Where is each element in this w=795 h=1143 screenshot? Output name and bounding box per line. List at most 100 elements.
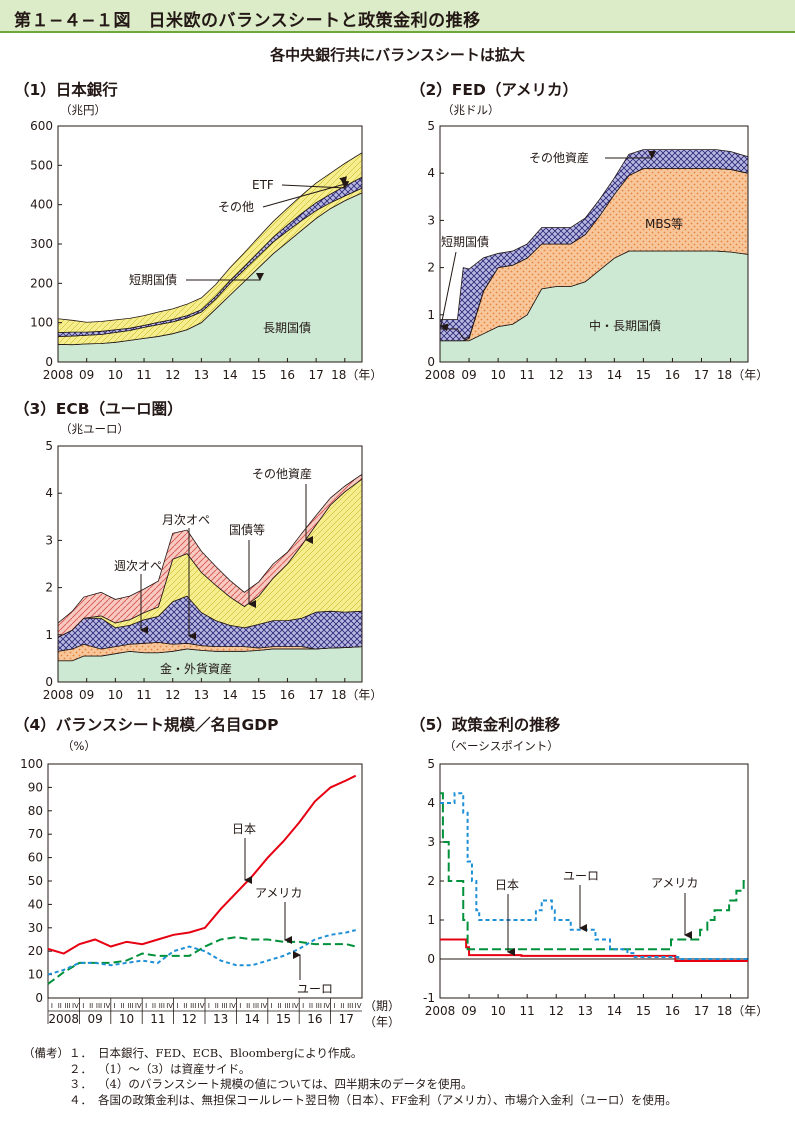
fed-ytick-label: 1 [427, 308, 435, 322]
boj-xtick-label: 15 [251, 368, 266, 382]
bs_gdp-quarter-label: III [284, 1002, 290, 1010]
figure-subtitle: 各中央銀行共にバランスシートは拡大 [270, 46, 525, 64]
figure-title: 第１−４−１図 日米欧のバランスシートと政策金利の推移 [14, 11, 481, 31]
bs_gdp-year-label: 12 [182, 1012, 197, 1026]
boj-ytick-label: 300 [30, 237, 53, 251]
figure-header: 第１−４−１図 日米欧のバランスシートと政策金利の推移 [0, 0, 795, 33]
bs_gdp-quarter-label: II [215, 1002, 219, 1010]
fed-annotation: MBS等 [645, 217, 683, 231]
bs_gdp-ytick-label: 80 [28, 804, 43, 818]
bs_gdp-quarter-label: II [152, 1002, 156, 1010]
fed-xtick-label: 18（年） [717, 368, 768, 382]
notes-label: （備考）１． [23, 1046, 92, 1060]
ecb-xtick-label: 14 [222, 688, 237, 702]
bs_gdp-quarter-label: IV [355, 1002, 362, 1010]
note-num: ２． [69, 1061, 92, 1076]
boj-xtick-label: 09 [79, 368, 94, 382]
policy_rate-xtick-label: 10 [490, 1004, 505, 1018]
boj-annotation-arrow [281, 180, 350, 189]
bs_gdp-quarter-label: II [58, 1002, 62, 1010]
ecb-annotation: その他資産 [252, 466, 312, 481]
boj-xtick-label: 18（年） [331, 368, 382, 382]
boj-annotation: ETF [252, 178, 274, 192]
boj-annotation: 短期国債 [129, 272, 177, 287]
fed-ytick-label: 3 [427, 213, 435, 227]
ecb-xtick-label: 2008 [43, 688, 74, 702]
ecb-ytick-label: 2 [45, 581, 53, 595]
bs_gdp-quarter-label: IV [323, 1002, 330, 1010]
bs_gdp-year-label: 11 [150, 1012, 165, 1026]
note-text: 日本銀行、FED、ECB、Bloombergにより作成。 [98, 1046, 363, 1060]
bs_gdp-quarter-label: I [82, 1002, 84, 1010]
fed-ytick-label: 5 [427, 119, 435, 133]
panel-fed-unit: （兆ドル） [442, 103, 500, 117]
ecb-annotation: 月次オペ [162, 513, 210, 527]
bs_gdp-quarter-label: IV [72, 1002, 79, 1010]
boj-annotation: 長期国債 [263, 320, 311, 335]
fed-annotation-arrow [440, 251, 457, 332]
policy_rate-xtick-label: 15 [636, 1004, 651, 1018]
bs_gdp-quarter-label: II [246, 1002, 250, 1010]
note-num: ４． [69, 1092, 92, 1107]
bs_gdp-ytick-label: 0 [35, 991, 43, 1005]
policy_rate-xtick-label: 18（年） [717, 1004, 768, 1018]
bs_gdp-year-label: 15 [276, 1012, 291, 1026]
bs_gdp-quarter-label: III [316, 1002, 322, 1010]
fed-annotation: 短期国債 [441, 234, 489, 249]
bs_gdp-ytick-label: 10 [28, 968, 43, 982]
bs_gdp-quarter-label: III [347, 1002, 353, 1010]
bs_gdp-quarter-label: IV [103, 1002, 110, 1010]
note-row: ２． （1）〜（3）は資産サイド。 [22, 1062, 782, 1078]
fed-xtick-label: 11 [520, 368, 535, 382]
ecb-annotation: 週次オペ [114, 559, 162, 573]
policy_rate-ytick-label: 5 [427, 757, 435, 771]
policy_rate-ytick-label: -1 [423, 991, 435, 1005]
panel-rate-unit: （ベーシスポイント） [444, 739, 559, 753]
bs_gdp-quarter-label: I [51, 1002, 53, 1010]
bs_gdp-quarter-label: IV [135, 1002, 142, 1010]
bs_gdp-ytick-label: 30 [28, 921, 43, 935]
bs_gdp-ytick-label: 60 [28, 851, 43, 865]
bs_gdp-quarter-label: II [340, 1002, 344, 1010]
boj-xtick-label: 12 [165, 368, 180, 382]
boj-annotation-arrow [262, 176, 347, 208]
bs_gdp-year-label: 16 [307, 1012, 322, 1026]
bs_gdp-quarter-label: II [89, 1002, 93, 1010]
bs_gdp-ytick-label: 40 [28, 897, 43, 911]
ecb-annotation: 金・外貨資産 [160, 661, 232, 676]
ecb-xtick-label: 10 [108, 688, 123, 702]
ecb-xtick-label: 15 [251, 688, 266, 702]
panel-bsgdp-title: （4）バランスシート規模／名目GDP [14, 716, 279, 734]
policy_rate-xtick-label: 16 [665, 1004, 680, 1018]
ecb-xtick-label: 12 [165, 688, 180, 702]
fed-xtick-label: 13 [578, 368, 593, 382]
bs_gdp-ytick-label: 70 [28, 827, 43, 841]
bs_gdp-quarter-label: III [222, 1002, 228, 1010]
bs_gdp-frame [47, 763, 363, 999]
bs_gdp-year-label: 10 [119, 1012, 134, 1026]
fed-frame [439, 125, 749, 363]
bs_gdp-year-label: 17 [339, 1012, 354, 1026]
boj-ytick-label: 500 [30, 158, 53, 172]
note-row: （備考）１． 日本銀行、FED、ECB、Bloombergにより作成。 [22, 1046, 782, 1062]
bs_gdp-quarter-label: I [114, 1002, 116, 1010]
bs_gdp-quarter-label: I [145, 1002, 147, 1010]
ecb-xtick-label: 17 [308, 688, 323, 702]
ecb-ytick-label: 1 [45, 628, 53, 642]
boj-xtick-label: 13 [194, 368, 209, 382]
bs_gdp-quarter-label: II [121, 1002, 125, 1010]
boj-xtick-label: 2008 [43, 368, 74, 382]
policy_rate-line-ユーロ [440, 792, 748, 960]
bs_gdp-quarter-label: IV [292, 1002, 299, 1010]
policy_rate-line-アメリカ [440, 792, 748, 951]
ecb-xtick-label: 16 [280, 688, 295, 702]
fed-ytick-label: 4 [427, 166, 435, 180]
bs_gdp-quarter-label: III [253, 1002, 259, 1010]
bs_gdp-ytick-label: 50 [28, 874, 43, 888]
panel-fed-title: （2）FED（アメリカ） [410, 81, 579, 99]
policy_rate-label-usa: アメリカ [651, 876, 698, 890]
